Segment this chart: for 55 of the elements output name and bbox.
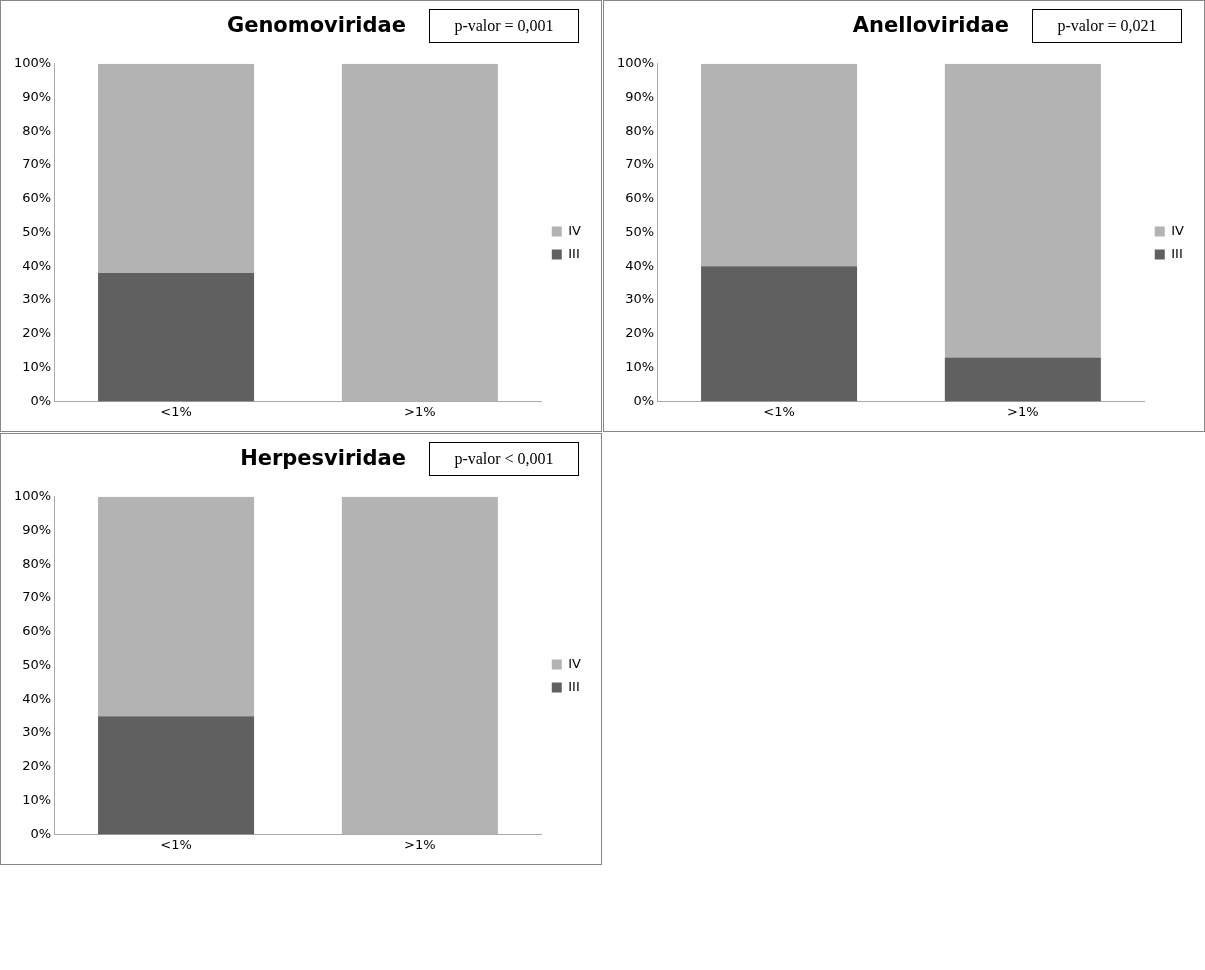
y-tick-label: 80% <box>22 122 52 138</box>
y-tick-label: 90% <box>625 88 655 104</box>
y-tick-label: 30% <box>625 291 655 307</box>
bar <box>701 266 858 402</box>
y-tick-label: 0% <box>633 392 655 408</box>
legend-label: IV <box>568 222 582 238</box>
y-tick-label: 100% <box>13 55 52 71</box>
y-tick-label: 40% <box>22 257 52 273</box>
text: p-valor < 0,001 <box>429 442 579 476</box>
bar <box>944 357 1101 402</box>
text: p-valor = 0,001 <box>429 9 579 43</box>
y-tick-label: 60% <box>625 190 655 206</box>
y-tick-label: 30% <box>22 724 52 740</box>
y-tick-label: 70% <box>22 589 52 605</box>
y-tick-label: 70% <box>625 156 655 172</box>
y-tick-label: 50% <box>625 223 655 239</box>
chart-title: Herpesviridae <box>240 446 406 470</box>
x-tick-label: <1% <box>160 836 192 852</box>
y-tick-label: 90% <box>22 521 52 537</box>
y-tick-label: 60% <box>22 190 52 206</box>
y-tick-label: 10% <box>22 359 52 375</box>
text: p-valor = 0,021 <box>1032 9 1182 43</box>
y-tick-label: 90% <box>22 88 52 104</box>
y-tick-label: 50% <box>22 656 52 672</box>
legend-label: III <box>1171 245 1183 261</box>
bar <box>944 63 1101 358</box>
legend-label: IV <box>568 655 582 671</box>
legend-label: III <box>568 245 580 261</box>
bar <box>701 63 858 267</box>
y-tick-label: 10% <box>22 792 52 808</box>
x-tick-label: >1% <box>404 836 436 852</box>
chart-title: Anelloviridae <box>852 13 1009 37</box>
y-tick-label: 0% <box>30 825 52 841</box>
x-tick-label: <1% <box>763 403 795 419</box>
legend-label: IV <box>1171 222 1185 238</box>
y-tick-label: 50% <box>22 223 52 239</box>
x-tick-label: <1% <box>160 403 192 419</box>
y-tick-label: 60% <box>22 623 52 639</box>
y-tick-label: 100% <box>13 488 52 504</box>
y-tick-label: 40% <box>22 690 52 706</box>
legend-label: III <box>568 678 580 694</box>
x-tick-label: >1% <box>404 403 436 419</box>
y-tick-label: 20% <box>22 325 52 341</box>
y-tick-label: 10% <box>625 359 655 375</box>
y-tick-label: 20% <box>625 325 655 341</box>
y-tick-label: 70% <box>22 156 52 172</box>
y-tick-label: 100% <box>616 55 655 71</box>
y-tick-label: 30% <box>22 291 52 307</box>
y-tick-label: 0% <box>30 392 52 408</box>
y-tick-label: 80% <box>22 555 52 571</box>
y-tick-label: 20% <box>22 758 52 774</box>
x-tick-label: >1% <box>1007 403 1039 419</box>
y-tick-label: 40% <box>625 257 655 273</box>
chart-title: Genomoviridae <box>226 13 406 37</box>
y-tick-label: 80% <box>625 122 655 138</box>
